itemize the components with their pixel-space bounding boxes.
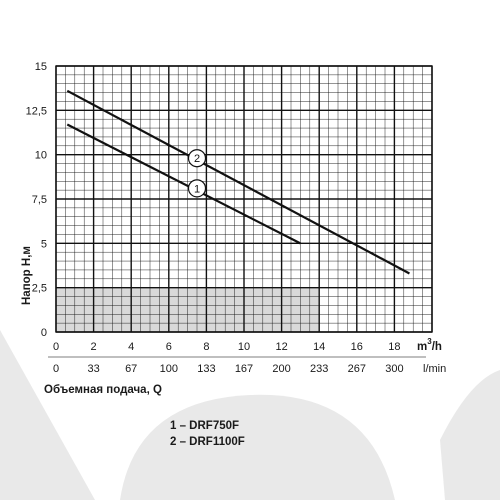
x-tick-label-m3h: 4	[128, 341, 134, 353]
x-tick-label-m3h: 8	[203, 341, 209, 353]
legend-item-1: 1 – DRF750F	[170, 420, 240, 432]
watermark-shape-left	[0, 330, 95, 500]
y-tick-label: 2,5	[32, 283, 47, 295]
curve-1	[66, 123, 301, 245]
curves	[66, 89, 410, 275]
watermark-shape-right	[440, 370, 500, 500]
x-unit-primary: m3/h	[417, 337, 442, 353]
watermark-shape-center	[120, 394, 395, 500]
x-tick-label-lmin: 67	[125, 363, 137, 375]
x-tick-label-m3h: 18	[388, 341, 400, 353]
curve-marker-2: 2	[187, 149, 207, 168]
x-tick-label-lmin: 133	[197, 363, 215, 375]
curve-marker-label: 1	[194, 183, 200, 195]
x-tick-label-m3h: 16	[351, 341, 363, 353]
y-tick-label: 0	[41, 327, 47, 339]
x-tick-label-lmin: 300	[385, 363, 403, 375]
x-tick-label-lmin: 167	[235, 363, 253, 375]
y-tick-label: 7,5	[32, 194, 47, 206]
legend: 1 – DRF750F 2 – DRF1100F	[170, 420, 245, 448]
legend-item-2: 2 – DRF1100F	[170, 436, 245, 448]
x-tick-label-lmin: 267	[348, 363, 366, 375]
curve-markers: 12	[187, 149, 207, 198]
plot-frame	[55, 65, 433, 333]
x-tick-label-m3h: 6	[166, 341, 172, 353]
x-tick-label-lmin: 33	[87, 363, 99, 375]
y-tick-label: 5	[41, 238, 47, 250]
curve-marker-circle	[187, 179, 207, 198]
x-tick-label-m3h: 10	[238, 341, 250, 353]
y-tick-label: 12,5	[26, 105, 47, 117]
y-tick-label: 15	[35, 61, 47, 73]
x-tick-label-m3h: 12	[275, 341, 287, 353]
curve-marker-circle	[187, 149, 207, 168]
x-tick-label-lmin: 200	[272, 363, 290, 375]
x-tick-label-lmin: 0	[53, 363, 59, 375]
curve-marker-1: 1	[187, 179, 207, 198]
y-axis-label: Напор H,м	[21, 246, 33, 305]
x-tick-label-m3h: 14	[313, 341, 325, 353]
curve-2	[66, 89, 410, 275]
x-axis-label: Объемная подача, Q	[44, 384, 162, 396]
curve-marker-label: 2	[194, 153, 200, 165]
y-tick-label: 10	[35, 150, 47, 162]
x-tick-label-lmin: 233	[310, 363, 328, 375]
watermark-background	[0, 330, 500, 500]
x-tick-label-lmin: 100	[160, 363, 178, 375]
x-tick-labels-m3h: 0 2 4 6 8 10 12 14 16 18	[53, 341, 401, 353]
x-tick-label-m3h: 2	[91, 341, 97, 353]
chart-grid	[55, 65, 433, 333]
x-tick-labels-lmin: 0 33 67 100 133 167 200 233 267 300	[53, 363, 404, 375]
y-tick-labels: 0 2,5 5 7,5 10 12,5 15	[26, 61, 47, 339]
x-unit-secondary: l/min	[423, 363, 446, 375]
x-tick-label-m3h: 0	[53, 341, 59, 353]
